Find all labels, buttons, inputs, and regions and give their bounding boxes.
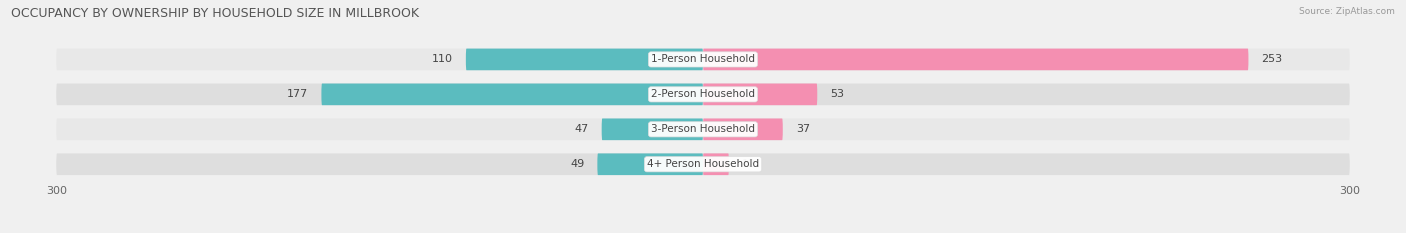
FancyBboxPatch shape: [56, 118, 1350, 140]
FancyBboxPatch shape: [703, 118, 783, 140]
Text: 53: 53: [830, 89, 844, 99]
Text: 3-Person Household: 3-Person Household: [651, 124, 755, 134]
FancyBboxPatch shape: [56, 153, 1350, 175]
FancyBboxPatch shape: [322, 83, 703, 105]
FancyBboxPatch shape: [598, 153, 703, 175]
Text: 177: 177: [287, 89, 308, 99]
Text: 110: 110: [432, 55, 453, 64]
FancyBboxPatch shape: [56, 49, 1350, 70]
Text: OCCUPANCY BY OWNERSHIP BY HOUSEHOLD SIZE IN MILLBROOK: OCCUPANCY BY OWNERSHIP BY HOUSEHOLD SIZE…: [11, 7, 419, 20]
FancyBboxPatch shape: [56, 83, 1350, 105]
FancyBboxPatch shape: [703, 49, 1249, 70]
Text: 49: 49: [571, 159, 585, 169]
Text: 47: 47: [575, 124, 589, 134]
Text: Source: ZipAtlas.com: Source: ZipAtlas.com: [1299, 7, 1395, 16]
FancyBboxPatch shape: [465, 49, 703, 70]
Text: 1-Person Household: 1-Person Household: [651, 55, 755, 64]
FancyBboxPatch shape: [602, 118, 703, 140]
FancyBboxPatch shape: [703, 83, 817, 105]
FancyBboxPatch shape: [703, 153, 728, 175]
Text: 4+ Person Household: 4+ Person Household: [647, 159, 759, 169]
Text: 2-Person Household: 2-Person Household: [651, 89, 755, 99]
Text: 37: 37: [796, 124, 810, 134]
Text: 253: 253: [1261, 55, 1282, 64]
Text: 12: 12: [742, 159, 756, 169]
